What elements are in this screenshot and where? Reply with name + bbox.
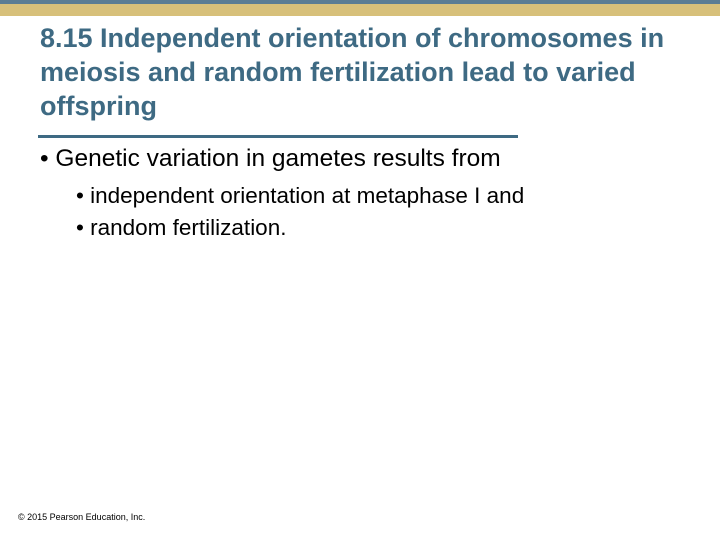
slide: 8.15 Independent orientation of chromoso… — [0, 0, 720, 540]
body-text: • Genetic variation in gametes results f… — [40, 144, 680, 245]
bar-light — [0, 4, 720, 16]
bullet-text: • independent orientation at metaphase I… — [76, 183, 524, 208]
bullet-text: • random fertilization. — [76, 215, 286, 240]
slide-title: 8.15 Independent orientation of chromoso… — [40, 22, 680, 123]
bullet-level2: • random fertilization. — [76, 213, 680, 243]
bullet-level1: • Genetic variation in gametes results f… — [40, 144, 680, 175]
top-accent-bar — [0, 0, 720, 16]
title-underline — [38, 135, 518, 138]
bullet-text: • Genetic variation in gametes results f… — [40, 145, 501, 172]
copyright-text: © 2015 Pearson Education, Inc. — [18, 512, 145, 522]
bullet-level2: • independent orientation at metaphase I… — [76, 181, 680, 211]
